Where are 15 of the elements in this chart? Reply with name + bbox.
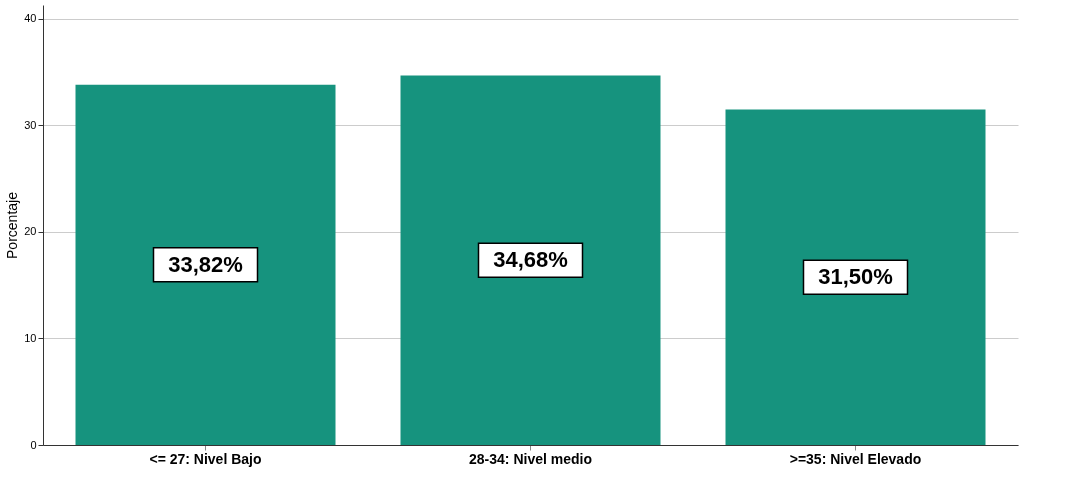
y-tick-label: 20 [24, 225, 37, 238]
x-tick-label: 28-34: Nivel medio [469, 450, 592, 467]
data-label: 31,50% [818, 264, 893, 290]
data-label: 34,68% [493, 247, 568, 273]
y-axis-title: Porcentaje [4, 191, 21, 259]
data-label: 33,82% [168, 251, 243, 277]
x-tick-label: <= 27: Nivel Bajo [149, 450, 262, 467]
bar [725, 109, 986, 445]
y-tick-label: 30 [24, 118, 37, 131]
y-tick-label: 0 [30, 438, 37, 451]
y-tick-label: 10 [24, 331, 37, 344]
bar [75, 84, 336, 445]
x-tick-label: >=35: Nivel Elevado [789, 450, 922, 467]
bar [400, 75, 661, 445]
y-tick-label: 40 [24, 12, 37, 25]
